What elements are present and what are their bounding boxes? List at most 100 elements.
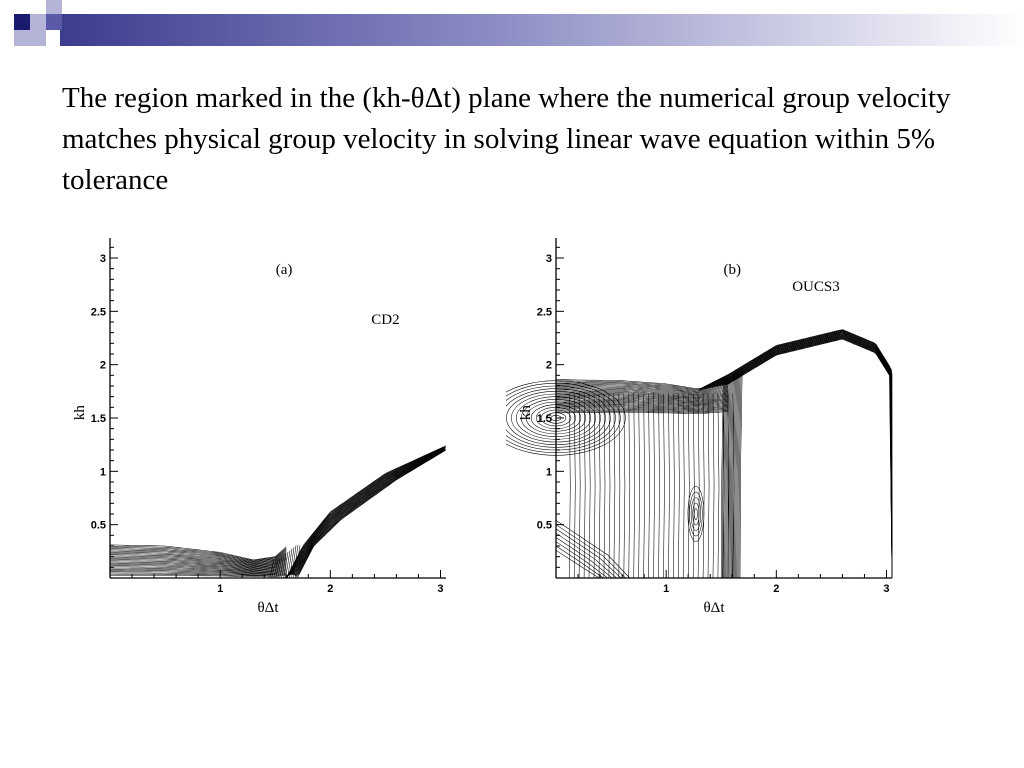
panel-b-contour-line-dense-10 bbox=[732, 374, 735, 579]
panel-b-contour-line-vert-30 bbox=[717, 393, 720, 579]
panel-b-contour-line-dense-15 bbox=[737, 370, 741, 579]
panel-b-contour-line-corner-8 bbox=[555, 520, 630, 579]
panel-b-contour-line-arch-14 bbox=[717, 335, 893, 579]
panel-a-contour-line-fan-3 bbox=[282, 446, 446, 579]
panel-b-contour-line-corner-6 bbox=[555, 528, 622, 579]
panel-a-y-tick-label: 3 bbox=[100, 253, 106, 265]
panel-a-contour-line-band-20 bbox=[110, 569, 287, 574]
panel-b-contour-line-vert-20 bbox=[668, 393, 670, 579]
panel-b-contour-line-arch-1 bbox=[698, 329, 893, 579]
banner-square-blue bbox=[46, 14, 62, 30]
panel-a-contour-line-band-1 bbox=[109, 545, 287, 561]
panel-a-contour-line-fan-8 bbox=[286, 447, 446, 578]
panel-b-contour-line-dense-8 bbox=[729, 375, 733, 579]
panel-b-contour-line-upper-19 bbox=[556, 398, 728, 406]
panel-a-panel-label: (a) bbox=[276, 262, 293, 278]
panel-b-contour-line-dense-5 bbox=[726, 377, 730, 579]
panel-b-contour-line-vert-10 bbox=[618, 393, 621, 579]
banner-gradient-bar bbox=[60, 14, 1024, 46]
panel-b-contour-line-vert-7 bbox=[603, 393, 606, 579]
panel-b-contour-line-dense-7 bbox=[728, 376, 732, 579]
panel-b-x-tick-label: 2 bbox=[773, 583, 779, 595]
panel-b-contour-line-vert-26 bbox=[697, 394, 700, 579]
panel-a-x-tick-label: 1 bbox=[217, 583, 223, 595]
panel-a-contour-line-fan-23 bbox=[297, 449, 447, 579]
panel-b-contour-line-dense-11 bbox=[733, 373, 736, 579]
panel-a-contour-line-conn-8 bbox=[285, 550, 291, 579]
panel-b-contour-line-upper-2 bbox=[556, 376, 729, 391]
panel-a-contour-line-conn-9 bbox=[287, 548, 293, 579]
panel-b-contour-line-vert-16 bbox=[648, 393, 650, 579]
panel-a-y-tick-label: 0.5 bbox=[91, 520, 106, 532]
panel-b-contour-line-vert-25 bbox=[692, 393, 695, 579]
panel-a-contour-line-fan-9 bbox=[286, 447, 447, 578]
contour-plot-b: 1 2 3 0.5 1 1.5 2 2.5 3 θΔt kh (b) OUCS3 bbox=[506, 230, 906, 620]
panel-b-small-oval-4 bbox=[689, 491, 703, 537]
panel-b-y-axis-title: kh bbox=[518, 405, 534, 421]
panel-b-contour-line-vert-4 bbox=[588, 393, 591, 579]
panel-b-contour-line-upper-3 bbox=[556, 378, 729, 392]
panel-b-contour-line-arch-15 bbox=[718, 336, 893, 579]
panel-b-y-tick-label: 0.5 bbox=[537, 520, 552, 532]
panel-a-contours bbox=[109, 445, 447, 579]
panel-a-contour-line-band-21 bbox=[110, 570, 287, 575]
panel-b-contour-line-upper-13 bbox=[555, 390, 728, 401]
panel-b-contour-line-vert-29 bbox=[712, 393, 715, 579]
panel-b-contour-line-vert-8 bbox=[608, 393, 611, 579]
panel-b-y-tick-label: 1 bbox=[546, 466, 552, 478]
panel-b-contour-line-vert-18 bbox=[658, 393, 660, 579]
panel-b-contour-line-vert-23 bbox=[682, 393, 685, 579]
panel-b-x-tick-label: 3 bbox=[883, 583, 889, 595]
panel-b-contour-line-vert-22 bbox=[678, 393, 680, 579]
panel-b-contour-line-upper-15 bbox=[556, 393, 728, 402]
panel-b-contour-line-corner-3 bbox=[555, 541, 608, 579]
panel-b-contour-line-arch-11 bbox=[713, 334, 893, 579]
panel-a-y-tick-label: 1 bbox=[100, 466, 106, 478]
panel-b-contour-line-upper-0 bbox=[555, 374, 729, 390]
panel-b-contour-line-dense-6 bbox=[727, 376, 731, 579]
panel-a-x-tick-label: 3 bbox=[437, 583, 443, 595]
panel-b-contour-line-upper-23 bbox=[556, 403, 728, 409]
panel-b-contour-line-arch-4 bbox=[702, 331, 893, 579]
panel-b-contour-line-vert-5 bbox=[593, 393, 596, 579]
panel-a-contour-line-band-6 bbox=[109, 551, 287, 565]
panel-a-contour-line-fan-19 bbox=[294, 450, 444, 576]
slide-title: The region marked in the (kh-θΔt) plane … bbox=[62, 82, 951, 196]
panel-a-contour-line-band-14 bbox=[110, 561, 287, 570]
panel-a-contour-line-conn-0 bbox=[269, 559, 275, 579]
panel-a-contour-line-fan-17 bbox=[292, 449, 446, 575]
panel-b-contour-line-vert-11 bbox=[623, 393, 626, 579]
panel-a-contour-line-conn-13 bbox=[295, 545, 301, 579]
panel-b-contour-line-corner-4 bbox=[555, 537, 613, 579]
panel-a-contour-line-band-17 bbox=[109, 565, 287, 572]
banner-square-light bbox=[30, 14, 46, 30]
panel-a-contour-line-conn-1 bbox=[271, 559, 277, 579]
panel-a-y-tick-label: 1.5 bbox=[91, 413, 106, 425]
panel-a-contour-line-band-19 bbox=[110, 567, 287, 573]
panel-b-x-tick-label: 1 bbox=[663, 583, 669, 595]
panel-b-contour-line-upper-4 bbox=[555, 379, 729, 393]
panel-a-contour-line-band-4 bbox=[109, 549, 287, 563]
panel-a-contour-line-band-15 bbox=[110, 562, 287, 571]
panel-a-contour-line-conn-5 bbox=[279, 555, 285, 579]
panel-b-contour-line-upper-27 bbox=[556, 408, 728, 413]
panel-b-contour-line-dense-13 bbox=[735, 372, 739, 579]
panel-b-contour-line-vert-17 bbox=[653, 393, 655, 579]
panel-a-contour-line-fan-1 bbox=[281, 446, 444, 579]
panel-b-contour-line-upper-7 bbox=[556, 383, 729, 396]
panel-b-y-tick-label: 2 bbox=[546, 360, 552, 372]
panel-b-contour-line-upper-29 bbox=[555, 411, 728, 414]
panel-a-contour-line-band-13 bbox=[110, 560, 287, 569]
panel-b-y-tick-label: 2.5 bbox=[537, 306, 552, 318]
panel-a-contour-line-band-11 bbox=[109, 558, 287, 568]
panel-b-contour-line-dense-9 bbox=[730, 374, 734, 579]
panel-b-contour-line-upper-24 bbox=[556, 404, 728, 410]
panel-b-contour-line-arch-0 bbox=[696, 329, 893, 579]
panel-b-small-oval-1 bbox=[694, 508, 698, 520]
slide-banner bbox=[14, 0, 1024, 46]
panel-b-contour-line-corner-7 bbox=[555, 524, 626, 579]
panel-a-contour-line-band-23 bbox=[110, 572, 287, 576]
panel-b-contour-line-arch-8 bbox=[708, 333, 893, 579]
panel-b-contour-line-dense-0 bbox=[720, 380, 724, 579]
panel-a-contour-line-conn-6 bbox=[281, 553, 287, 579]
